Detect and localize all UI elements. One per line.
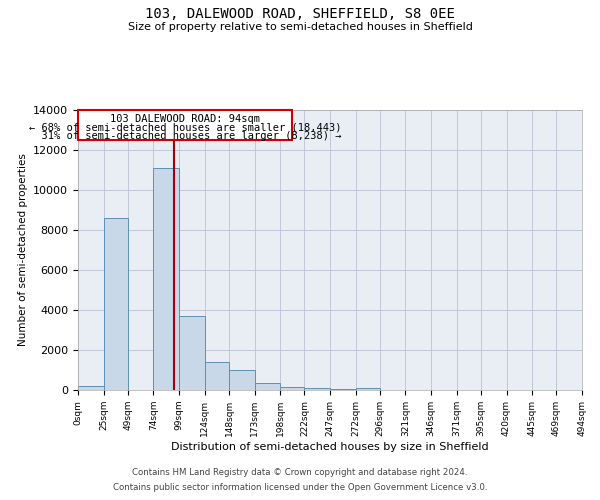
Bar bbox=[304, 388, 330, 390]
Text: 31% of semi-detached houses are larger (8,238) →: 31% of semi-detached houses are larger (… bbox=[29, 131, 341, 141]
Bar bbox=[280, 387, 304, 390]
X-axis label: Distribution of semi-detached houses by size in Sheffield: Distribution of semi-detached houses by … bbox=[171, 442, 489, 452]
Bar bbox=[356, 388, 380, 390]
Bar bbox=[229, 370, 254, 390]
Bar bbox=[179, 316, 205, 390]
Bar bbox=[330, 388, 356, 390]
Y-axis label: Number of semi-detached properties: Number of semi-detached properties bbox=[17, 154, 28, 346]
Text: Size of property relative to semi-detached houses in Sheffield: Size of property relative to semi-detach… bbox=[128, 22, 472, 32]
Bar bbox=[205, 362, 229, 390]
Text: Contains public sector information licensed under the Open Government Licence v3: Contains public sector information licen… bbox=[113, 483, 487, 492]
Text: 103, DALEWOOD ROAD, SHEFFIELD, S8 0EE: 103, DALEWOOD ROAD, SHEFFIELD, S8 0EE bbox=[145, 8, 455, 22]
Text: Contains HM Land Registry data © Crown copyright and database right 2024.: Contains HM Land Registry data © Crown c… bbox=[132, 468, 468, 477]
Bar bbox=[78, 110, 292, 140]
Text: ← 68% of semi-detached houses are smaller (18,443): ← 68% of semi-detached houses are smalle… bbox=[29, 122, 341, 132]
Bar bbox=[254, 383, 280, 390]
Bar bbox=[104, 218, 128, 390]
Text: 103 DALEWOOD ROAD: 94sqm: 103 DALEWOOD ROAD: 94sqm bbox=[110, 114, 260, 124]
Bar bbox=[154, 168, 179, 390]
Bar bbox=[78, 386, 104, 390]
